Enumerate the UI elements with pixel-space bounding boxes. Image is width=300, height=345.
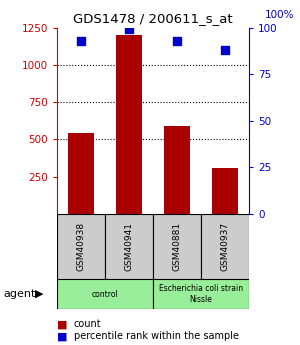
Text: agent: agent (3, 289, 35, 299)
Bar (164, 126, 190, 214)
Bar (105, 214, 153, 279)
Bar (68, 134, 94, 214)
Point (175, 38, 179, 43)
Bar (212, 168, 238, 214)
Text: Escherichia coli strain
Nissle: Escherichia coli strain Nissle (159, 284, 243, 304)
Bar (153, 279, 249, 309)
Text: percentile rank within the sample: percentile rank within the sample (74, 332, 238, 341)
Bar (201, 214, 249, 279)
Text: ■: ■ (57, 319, 68, 329)
Bar (57, 279, 153, 309)
Bar (57, 214, 105, 279)
Text: ▶: ▶ (34, 289, 43, 299)
Text: ■: ■ (57, 332, 68, 341)
Text: GSM40941: GSM40941 (124, 222, 134, 271)
Point (79, 38, 83, 43)
Text: control: control (92, 289, 118, 299)
Point (223, 47, 227, 53)
Text: GSM40938: GSM40938 (76, 222, 85, 271)
Text: GSM40881: GSM40881 (172, 222, 182, 271)
Title: GDS1478 / 200611_s_at: GDS1478 / 200611_s_at (73, 12, 233, 25)
Bar (153, 214, 201, 279)
Bar (116, 35, 142, 214)
Text: 100%: 100% (264, 10, 294, 20)
Text: GSM40937: GSM40937 (220, 222, 230, 271)
Point (127, 27, 131, 32)
Text: count: count (74, 319, 101, 329)
